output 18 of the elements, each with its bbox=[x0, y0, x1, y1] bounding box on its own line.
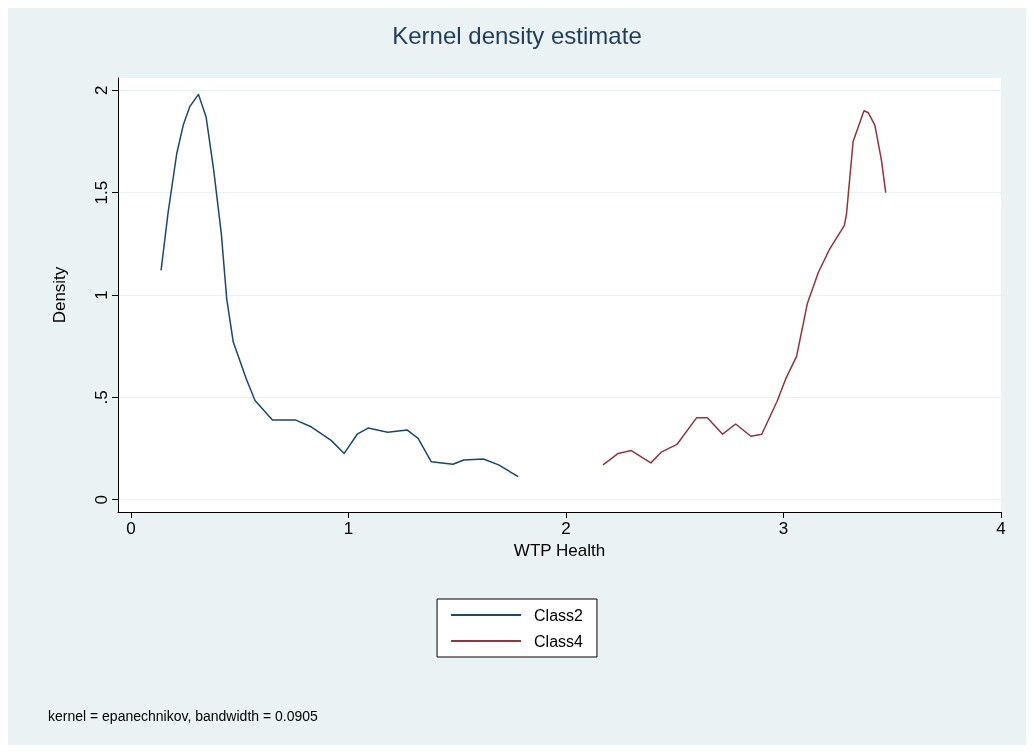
x-axis-title: WTP Health bbox=[513, 541, 606, 560]
y-tick-label: 2 bbox=[92, 85, 111, 96]
text: kernel = epanechnikov, bandwidth = 0.0905 bbox=[48, 708, 319, 724]
x-tick-label: 2 bbox=[561, 519, 571, 538]
x-tick-label: 1 bbox=[343, 519, 354, 538]
legend-label: Class2 bbox=[534, 606, 584, 624]
y-axis-title: Density bbox=[50, 266, 69, 324]
y-tick-label: 1 bbox=[92, 290, 111, 300]
x-tick-label: 0 bbox=[126, 519, 136, 538]
x-tick-label: 4 bbox=[996, 519, 1006, 538]
legend-label: Class4 bbox=[534, 632, 584, 650]
x-tick-label: 3 bbox=[778, 519, 789, 538]
chart-title: Kernel density estimate bbox=[392, 21, 642, 49]
y-tick-label: 1.5 bbox=[92, 180, 111, 205]
y-tick-label: 0 bbox=[92, 494, 111, 505]
y-tick-label: .5 bbox=[92, 390, 111, 405]
line-series bbox=[602, 110, 887, 466]
line-series bbox=[160, 93, 519, 478]
